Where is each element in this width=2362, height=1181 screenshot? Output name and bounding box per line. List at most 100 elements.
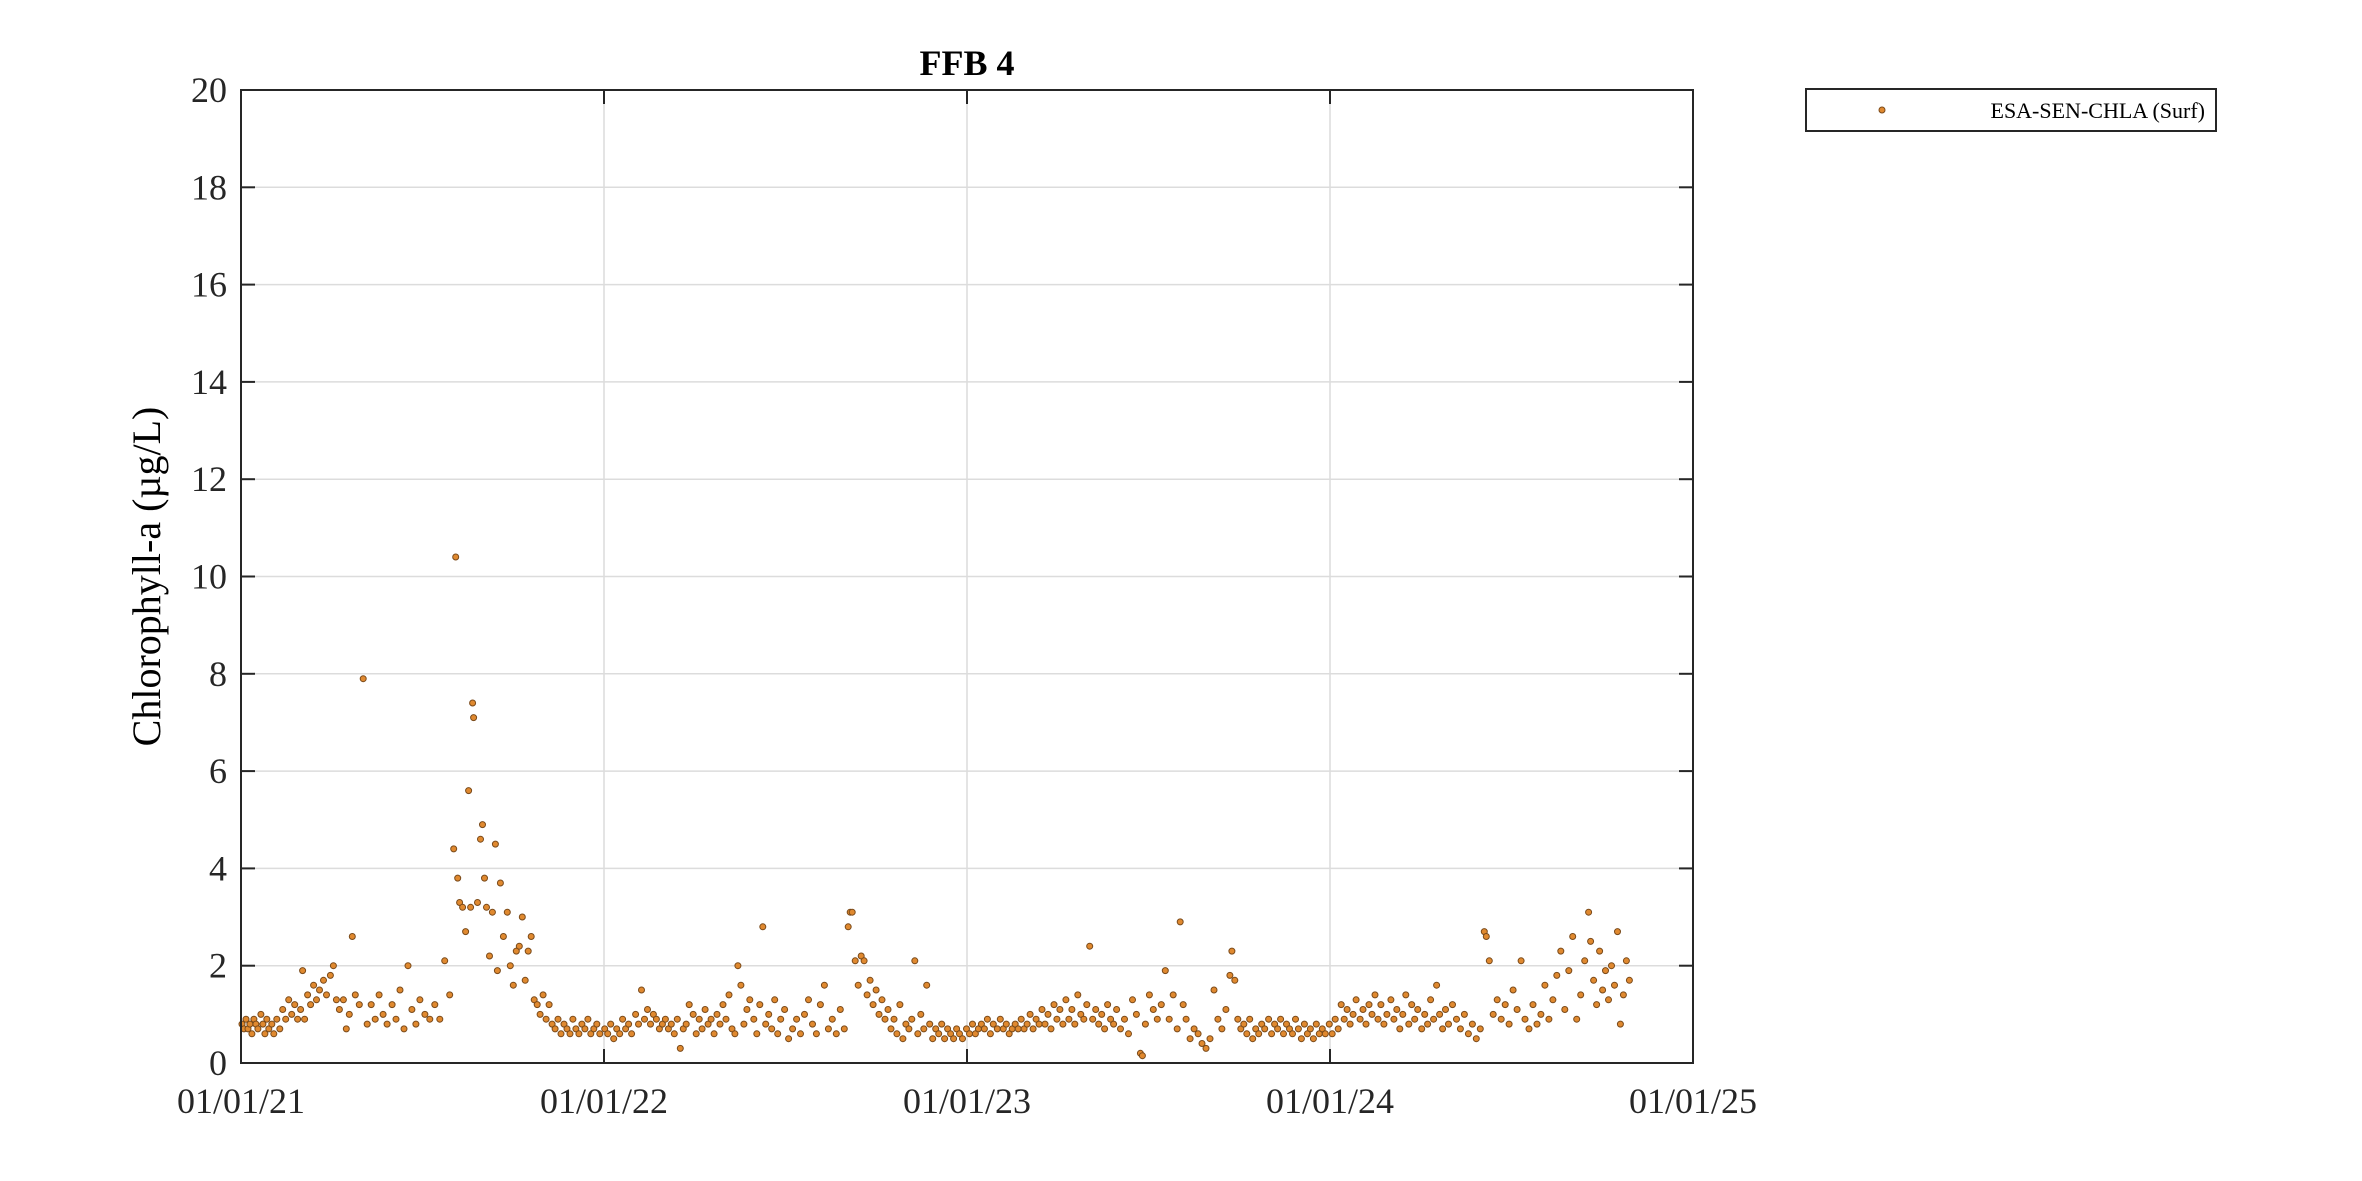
data-point (875, 1010, 883, 1018)
data-point (1352, 996, 1360, 1004)
data-point (661, 1015, 669, 1023)
y-tick-label: 2 (209, 946, 227, 986)
data-point (323, 991, 330, 999)
data-point (1371, 991, 1379, 999)
grid-lines (241, 90, 1693, 1063)
data-point (479, 821, 486, 829)
data-point (926, 1020, 934, 1028)
data-point (789, 1025, 797, 1033)
data-point (1289, 1030, 1296, 1038)
y-tick-label: 20 (191, 70, 227, 110)
data-point (539, 991, 547, 999)
data-point (1249, 1035, 1257, 1043)
data-point (596, 1030, 604, 1038)
data-point (628, 1030, 636, 1038)
data-point (1017, 1015, 1025, 1023)
data-point (285, 996, 293, 1004)
data-point (692, 1030, 700, 1038)
data-point (625, 1020, 633, 1028)
data-point (1029, 1025, 1037, 1033)
data-point (866, 976, 874, 984)
data-point (474, 899, 481, 906)
data-point (1513, 1006, 1521, 1013)
y-tick-labels: 0 2 4 6 8 10 12 14 16 18 20 (191, 70, 227, 1083)
data-point (342, 1025, 350, 1033)
data-point (1430, 1015, 1438, 1023)
data-point (1053, 1015, 1061, 1023)
data-point (601, 1025, 609, 1033)
data-point (375, 991, 383, 999)
data-point (1113, 1006, 1121, 1013)
data-point (392, 1015, 400, 1023)
data-point (379, 1010, 387, 1018)
data-point (254, 1025, 262, 1033)
data-point (689, 1010, 697, 1018)
data-point (261, 1030, 269, 1038)
data-point (396, 986, 404, 994)
y-tick-label: 0 (209, 1043, 227, 1083)
data-point (1569, 933, 1577, 940)
data-point (840, 1025, 848, 1033)
data-point (1303, 1030, 1311, 1038)
data-point (1611, 981, 1618, 989)
data-point (1038, 1006, 1046, 1013)
data-point (1365, 1001, 1373, 1009)
data-point (581, 1025, 589, 1033)
data-point (1098, 1010, 1106, 1018)
y-tick-label: 14 (191, 362, 227, 402)
data-point (593, 1020, 601, 1028)
data-point (496, 879, 504, 887)
data-point (486, 952, 493, 960)
data-point (1218, 1025, 1226, 1033)
data-point (1002, 1020, 1010, 1028)
x-tick-label: 01/01/22 (540, 1081, 668, 1121)
data-point (1107, 1015, 1115, 1023)
data-point (878, 996, 886, 1004)
data-point (1161, 967, 1169, 975)
data-point (762, 1020, 770, 1028)
data-point (1408, 1001, 1416, 1009)
data-point (716, 1020, 724, 1028)
data-point (1026, 1010, 1034, 1018)
data-point (1014, 1025, 1022, 1033)
data-point (836, 1006, 844, 1013)
data-point (844, 923, 852, 931)
data-point (268, 1020, 276, 1028)
data-point (301, 1015, 309, 1023)
data-point (1149, 1006, 1157, 1013)
y-tick-label: 4 (209, 848, 227, 888)
data-point (1424, 1020, 1432, 1028)
data-point (896, 1001, 904, 1009)
data-point (1062, 996, 1070, 1004)
data-point (1252, 1025, 1260, 1033)
data-point (1280, 1030, 1287, 1038)
data-point (1190, 1025, 1198, 1033)
data-point (1501, 1001, 1509, 1009)
data-point (793, 1015, 801, 1023)
data-point (1464, 1030, 1472, 1038)
data-point (820, 981, 828, 989)
data-point (1226, 971, 1234, 979)
data-point (863, 991, 871, 999)
data-point (887, 1025, 895, 1033)
legend: ESA-SEN-CHLA (Surf) (1805, 88, 2217, 132)
data-point (1035, 1020, 1043, 1028)
data-point (966, 1030, 973, 1038)
data-point (1032, 1015, 1040, 1023)
data-point (956, 1030, 963, 1038)
data-point (1411, 1015, 1419, 1023)
x-tick-label: 01/01/25 (1629, 1081, 1757, 1121)
data-point (1101, 1025, 1109, 1033)
data-point (905, 1025, 913, 1033)
data-point (1095, 1020, 1103, 1028)
data-point (832, 1030, 840, 1038)
data-point (1231, 976, 1239, 984)
data-point (345, 1010, 353, 1018)
data-point (1214, 1015, 1222, 1023)
data-point (1309, 1035, 1317, 1043)
data-point (950, 1035, 958, 1043)
data-point (996, 1015, 1004, 1023)
data-point (1065, 1015, 1073, 1023)
y-tick-label: 12 (191, 459, 227, 499)
